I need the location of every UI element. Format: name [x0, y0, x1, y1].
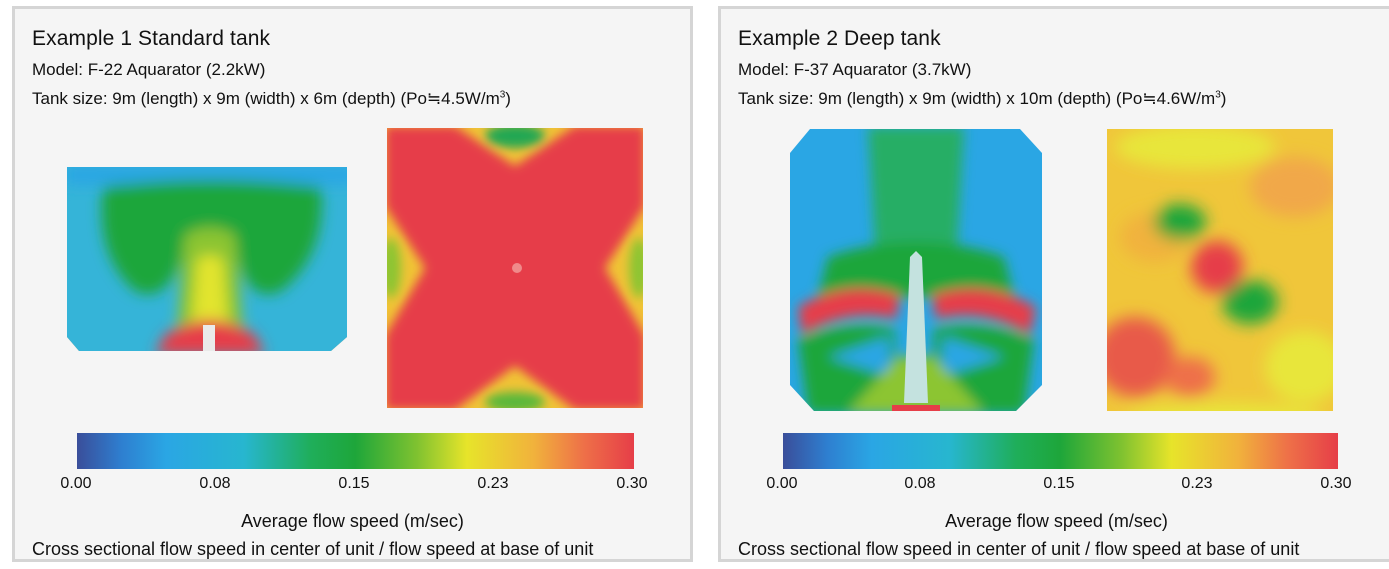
example-2-tank-size-text: Tank size: 9m (length) x 9m (width) x 10… [738, 89, 1216, 108]
example-1-tick-1: 0.00 [60, 475, 92, 492]
example-1-cross-section-map [67, 167, 347, 351]
example-2-colorbar-label: Average flow speed (m/sec) [945, 511, 1168, 531]
example-1-title: Example 1 Standard tank [32, 27, 271, 50]
example-2-tank-size-close: ) [1220, 89, 1227, 108]
example-2-panel: Example 2 Deep tank Model: F-37 Aquarato… [718, 6, 1389, 562]
example-1-panel: Example 1 Standard tank Model: F-22 Aqua… [12, 6, 693, 562]
example-2-tick-1: 0.00 [766, 475, 798, 492]
example-1-tank-size-close: ) [505, 89, 511, 108]
example-1-colorbar-label: Average flow speed (m/sec) [241, 511, 464, 531]
example-2-caption: Cross sectional flow speed in center of … [738, 539, 1300, 559]
example-1-color-scale [77, 433, 634, 469]
example-1-tick-4: 0.23 [477, 475, 509, 492]
example-2-cross-section-map [790, 129, 1042, 411]
example-1-tank-size: Tank size: 9m (length) x 9m (width) x 6m… [32, 89, 511, 109]
example-2-color-scale [783, 433, 1338, 469]
example-1-tick-2: 0.08 [199, 475, 231, 492]
example-2-tick-3: 0.15 [1043, 475, 1075, 492]
example-2-tank-size: Tank size: 9m (length) x 9m (width) x 10… [738, 89, 1226, 109]
example-2-tick-4: 0.23 [1181, 475, 1213, 492]
example-1-base-map [387, 128, 643, 408]
example-2-model: Model: F-37 Aquarator (3.7kW) [738, 60, 972, 79]
example-1-tick-5: 0.30 [616, 475, 648, 492]
example-1-tank-size-text: Tank size: 9m (length) x 9m (width) x 6m… [32, 89, 500, 108]
example-1-tick-3: 0.15 [338, 475, 370, 492]
example-1-model: Model: F-22 Aquarator (2.2kW) [32, 60, 266, 79]
example-2-tank-size-sup: 3 [1215, 89, 1221, 101]
example-2-tick-5: 0.30 [1320, 475, 1352, 492]
example-1-caption: Cross sectional flow speed in center of … [32, 539, 594, 559]
example-1-tank-size-sup: 3 [499, 89, 506, 101]
example-2-base-map [1107, 129, 1333, 411]
example-2-title: Example 2 Deep tank [738, 27, 941, 50]
example-2-tick-2: 0.08 [904, 475, 936, 492]
